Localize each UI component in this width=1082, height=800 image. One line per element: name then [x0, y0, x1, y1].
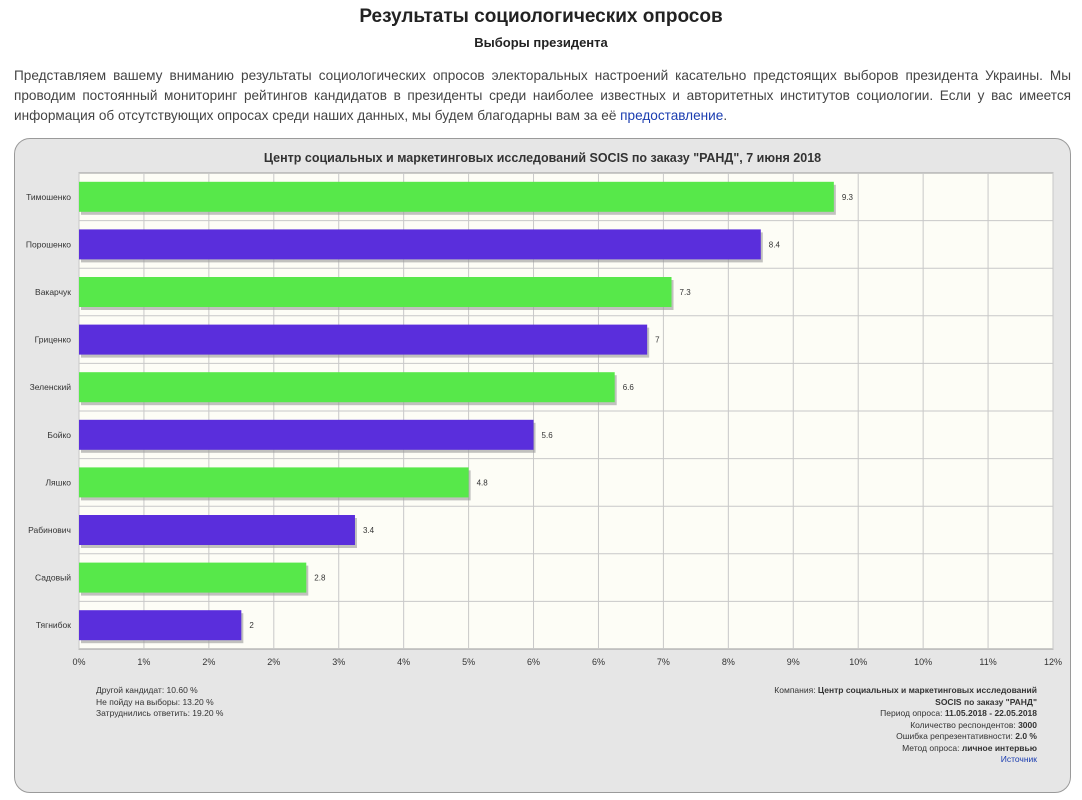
note-company: Компания: Центр социальных и маркетингов…: [774, 685, 1037, 695]
bar-value-label: 3.4: [363, 526, 375, 535]
page-subtitle: Выборы президента: [474, 35, 608, 50]
category-label: Порошенко: [26, 239, 71, 249]
bar-value-label: 8.4: [769, 240, 781, 249]
category-label: Тимошенко: [26, 192, 71, 202]
intro-link[interactable]: предоставление: [620, 108, 724, 123]
x-tick-label: 4%: [397, 657, 410, 667]
note-period: Период опроса: 11.05.2018 - 22.05.2018: [880, 708, 1037, 718]
bar[interactable]: [79, 324, 648, 355]
notes-right: Компания: Центр социальных и маркетингов…: [774, 685, 1037, 766]
x-tick-label: 10%: [849, 657, 867, 667]
bar-value-label: 4.8: [477, 478, 489, 487]
bar[interactable]: [79, 372, 615, 403]
bar-value-label: 7: [655, 336, 660, 345]
bar-value-label: 2: [249, 621, 254, 630]
x-tick-label: 5%: [462, 657, 475, 667]
intro-end: .: [723, 108, 728, 123]
category-label: Тягнибок: [36, 620, 71, 630]
note-undecided: Затруднились ответить: 19.20 %: [96, 708, 224, 718]
category-label: Вакарчук: [35, 287, 71, 297]
chart-panel: Центр социальных и маркетинговых исследо…: [14, 138, 1071, 793]
category-label: Гриценко: [35, 335, 72, 345]
bar[interactable]: [79, 277, 672, 307]
bar-value-label: 5.6: [542, 431, 554, 440]
x-tick-label: 10%: [914, 657, 932, 667]
x-tick-label: 3%: [332, 657, 345, 667]
page-title: Результаты социологических опросов: [359, 6, 723, 27]
bar[interactable]: [79, 562, 307, 593]
x-tick-label: 12%: [1044, 657, 1062, 667]
bar-value-label: 6.6: [623, 383, 635, 392]
x-tick-label: 0%: [72, 657, 85, 667]
bar-value-label: 2.8: [314, 574, 326, 583]
note-error: Ошибка репрезентативности: 2.0 %: [896, 731, 1037, 741]
x-tick-label: 9%: [787, 657, 800, 667]
bar[interactable]: [79, 229, 761, 260]
bar[interactable]: [79, 419, 534, 450]
category-label: Садовый: [35, 573, 71, 583]
note-respondents: Количество респондентов: 3000: [910, 719, 1037, 730]
note-other-candidate: Другой кандидат: 10.60 %: [96, 685, 198, 695]
bar[interactable]: [79, 181, 834, 212]
category-label: Бойко: [47, 430, 71, 440]
bar[interactable]: [79, 467, 469, 498]
chart-title: Центр социальных и маркетинговых исследо…: [263, 151, 822, 165]
x-tick-label: 2%: [202, 657, 215, 667]
category-label: Рабинович: [28, 525, 71, 535]
note-method: Метод опроса: личное интервью: [902, 742, 1037, 753]
intro-paragraph: Представляем вашему вниманию результаты …: [14, 66, 1071, 126]
x-tick-label: 2%: [267, 657, 280, 667]
bar[interactable]: [79, 610, 242, 641]
bar-chart: 0% 1% 2% 2% 3% 4% 5% 6% 6% 7% 8% 9% 10% 10% 11% 12% 9.3 Т…: [26, 172, 1062, 667]
x-tick-label: 6%: [592, 657, 605, 667]
x-tick-label: 8%: [722, 657, 735, 667]
x-tick-label: 7%: [657, 657, 670, 667]
x-tick-label: 11%: [979, 657, 996, 667]
category-label: Зеленский: [30, 382, 72, 392]
x-tick-label: 6%: [527, 657, 540, 667]
note-not-voting: Не пойду на выборы: 13.20 %: [96, 696, 214, 707]
notes-left: Другой кандидат: 10.60 % Не пойду на выб…: [96, 685, 224, 720]
bar-value-label: 7.3: [680, 288, 692, 297]
intro-text: Представляем вашему вниманию результаты …: [14, 68, 1071, 123]
bar[interactable]: [79, 515, 355, 545]
category-label: Ляшко: [45, 477, 71, 487]
x-tick-label: 1%: [137, 657, 150, 667]
note-company-cont: SOCIS по заказу "РАНД": [935, 696, 1037, 707]
bar-value-label: 9.3: [842, 193, 854, 202]
source-link[interactable]: Источник: [1000, 754, 1037, 764]
